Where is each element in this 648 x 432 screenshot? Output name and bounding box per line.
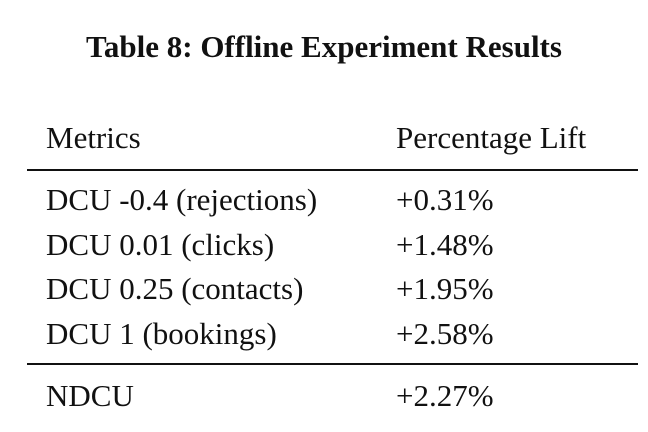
footer-cell: +2.27% (396, 378, 494, 413)
table-cell: DCU 1 (bookings) (46, 315, 277, 351)
table-cell: +0.31% (396, 182, 494, 217)
table-title: Table 8: Offline Experiment Results (86, 29, 562, 64)
table-cell: DCU 0.01 (clicks) (46, 226, 275, 262)
header-rule (27, 169, 638, 171)
header-cell: Metrics (46, 120, 141, 155)
footer-cell: NDCU (46, 378, 134, 413)
footer-rule (27, 363, 638, 365)
header-cell: Percentage Lift (396, 120, 587, 155)
table-cell: +1.95% (396, 271, 494, 306)
table-cell: DCU -0.4 (rejections) (46, 182, 318, 217)
table-cell: DCU 0.25 (contacts) (46, 271, 304, 306)
table-cell: +1.48% (396, 226, 494, 262)
table-cell: +2.58% (396, 315, 494, 351)
